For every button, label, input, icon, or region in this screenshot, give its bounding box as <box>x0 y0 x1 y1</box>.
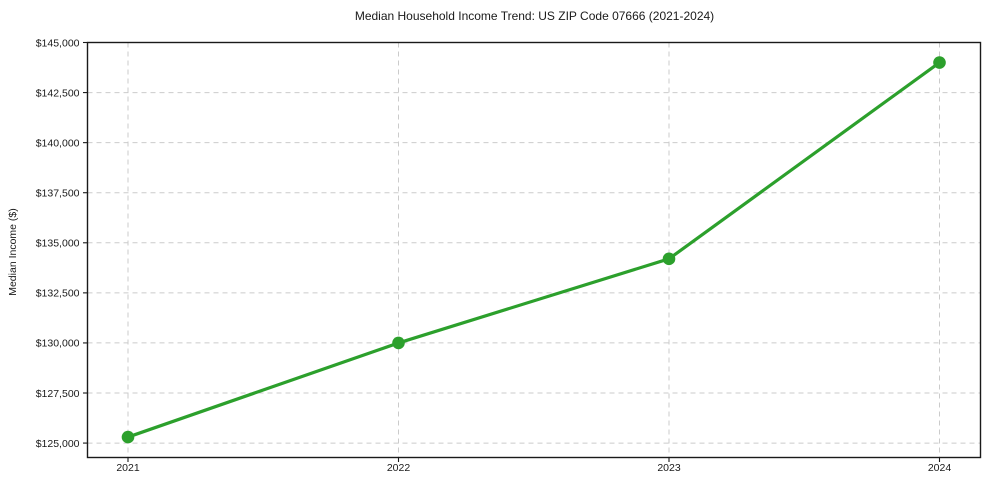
data-point-2024 <box>933 56 946 69</box>
y-tick-label: $132,500 <box>36 288 80 300</box>
x-tick-label: 2021 <box>116 462 140 474</box>
plot-border <box>86 41 982 459</box>
data-point-2022 <box>392 336 405 350</box>
chart-title: Median Household Income Trend: US ZIP Co… <box>354 9 715 23</box>
data-point-2021 <box>121 430 135 444</box>
y-tick-label: $137,500 <box>36 188 80 200</box>
data-point-2023 <box>662 252 676 266</box>
y-tick-label: $142,500 <box>36 87 80 99</box>
trend-line <box>126 60 942 439</box>
y-tick-label: $127,500 <box>36 388 80 400</box>
x-tick-label: 2022 <box>387 462 411 474</box>
y-tick-label: $130,000 <box>36 338 80 350</box>
x-tick-label: 2023 <box>657 462 681 474</box>
y-tick-label: $125,000 <box>36 438 80 450</box>
y-tick-label: $140,000 <box>36 137 80 149</box>
x-tick-label: 2024 <box>928 462 952 474</box>
y-tick-label: $135,000 <box>36 238 80 250</box>
y-tick-label: $145,000 <box>36 37 80 49</box>
